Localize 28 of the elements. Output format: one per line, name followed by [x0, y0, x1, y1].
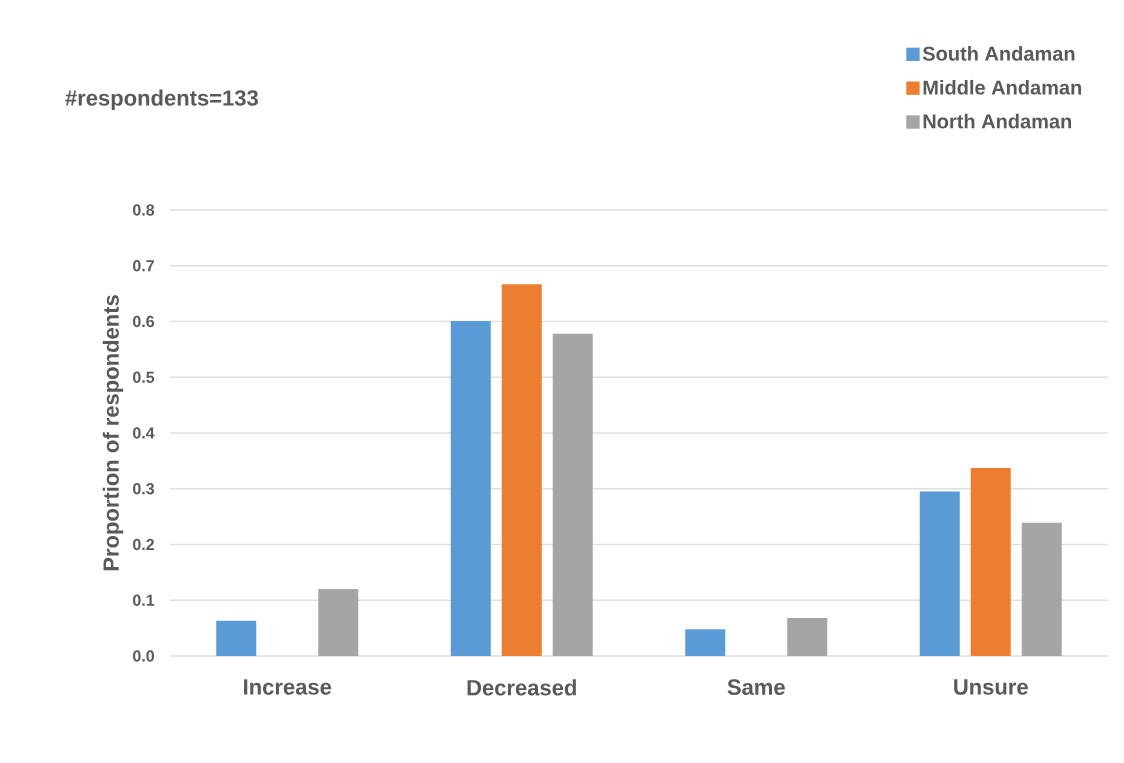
y-tick-label: 0.8 — [133, 204, 155, 216]
y-tick-label: 0.0 — [133, 650, 154, 662]
x-tick-label: Decreased — [467, 679, 576, 696]
text: #respondents=133 — [65, 89, 258, 111]
bar — [919, 491, 960, 656]
bar — [552, 333, 593, 656]
y-tick-label: 0.1 — [133, 594, 155, 606]
legend-label: North Andaman — [923, 113, 1072, 129]
y-tick-label: 0.2 — [133, 538, 154, 551]
x-tick-label: Increase — [244, 679, 332, 695]
bar — [216, 620, 257, 656]
legend-label: South Andaman — [922, 46, 1075, 61]
y-tick-label: 0.5 — [133, 371, 155, 383]
bar — [450, 320, 491, 656]
bar — [501, 284, 542, 656]
x-tick-label: Same — [727, 679, 785, 695]
bar — [970, 468, 1011, 656]
bar — [318, 589, 359, 656]
y-tick-label: 0.7 — [133, 260, 154, 272]
bar — [1021, 522, 1062, 656]
y-axis-title: Proportion of respondents — [102, 295, 124, 571]
legend-label: Middle Andaman — [923, 79, 1082, 95]
y-tick-label: 0.6 — [133, 315, 155, 328]
y-tick-label: 0.3 — [133, 483, 155, 495]
bar — [685, 629, 726, 656]
y-tick-label: 0.4 — [133, 427, 155, 439]
bar — [787, 618, 828, 656]
x-tick-label: Unsure — [954, 679, 1028, 695]
